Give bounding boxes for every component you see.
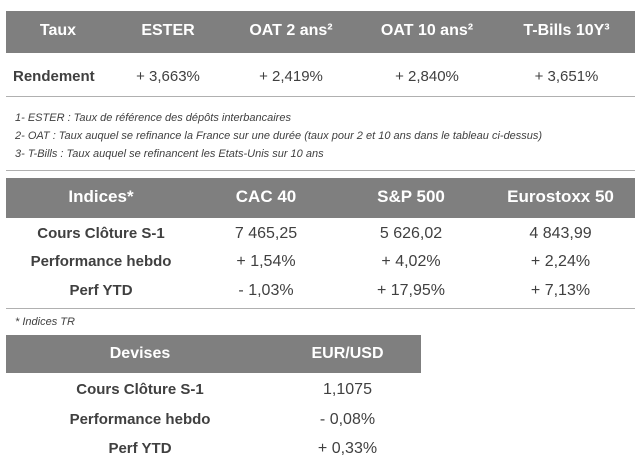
indices-divider: [6, 308, 635, 309]
indices-cell: + 4,02%: [381, 253, 441, 270]
devises-row-label: Cours Clôture S-1: [76, 381, 204, 398]
indices-cell: + 7,13%: [530, 282, 591, 299]
footnote-2: 2- OAT : Taux auquel se refinance la Fra…: [15, 130, 543, 142]
taux-value-oat2: + 2,419%: [259, 68, 323, 85]
taux-header-taux: Taux: [39, 22, 77, 39]
taux-header-tbills: T-Bills 10Y³: [523, 22, 610, 39]
indices-header-sp500: S&P 500: [377, 187, 445, 206]
indices-cell: - 1,03%: [238, 282, 294, 299]
devises-row-label: Perf YTD: [108, 440, 172, 457]
indices-cell: + 1,54%: [236, 253, 296, 270]
indices-header-row: [6, 178, 635, 218]
indices-cell: 7 465,25: [234, 225, 298, 242]
indices-cell: + 2,24%: [530, 253, 591, 270]
taux-header-oat10: OAT 10 ans²: [380, 22, 474, 39]
indices-header-indices: Indices*: [68, 187, 134, 206]
devises-header-eurusd: EUR/USD: [311, 345, 384, 362]
devises-header-devises: Devises: [109, 345, 171, 362]
indices-header-eurostoxx50: Eurostoxx 50: [507, 187, 614, 206]
devises-header-row: [6, 335, 421, 373]
taux-header-oat2: OAT 2 ans²: [249, 22, 333, 39]
indices-cell: 5 626,02: [379, 225, 443, 242]
taux-header-row: [6, 11, 635, 53]
footnote-divider: [6, 170, 635, 171]
indices-row-label: Performance hebdo: [30, 253, 172, 270]
devises-cell: 1,1075: [323, 381, 372, 398]
taux-header-ester: ESTER: [141, 22, 195, 39]
indices-row-label: Perf YTD: [69, 282, 133, 299]
indices-cell: + 17,95%: [376, 282, 446, 299]
taux-divider: [6, 96, 635, 97]
taux-row-label: Rendement: [13, 68, 95, 85]
indices-header-cac40: CAC 40: [235, 187, 297, 206]
indices-row-label: Cours Clôture S-1: [37, 225, 165, 242]
footnote-1: 1- ESTER : Taux de référence des dépôts …: [15, 112, 291, 124]
footnote-3: 3- T-Bills : Taux auquel se refinancent …: [15, 148, 324, 160]
taux-value-tbills: + 3,651%: [534, 68, 599, 85]
indices-note: * Indices TR: [15, 316, 75, 328]
taux-value-oat10: + 2,840%: [395, 68, 459, 85]
indices-cell: 4 843,99: [529, 225, 592, 242]
taux-value-ester: + 3,663%: [136, 68, 200, 85]
devises-cell: - 0,08%: [319, 411, 376, 428]
devises-cell: + 0,33%: [317, 440, 378, 457]
devises-row-label: Performance hebdo: [69, 411, 211, 428]
